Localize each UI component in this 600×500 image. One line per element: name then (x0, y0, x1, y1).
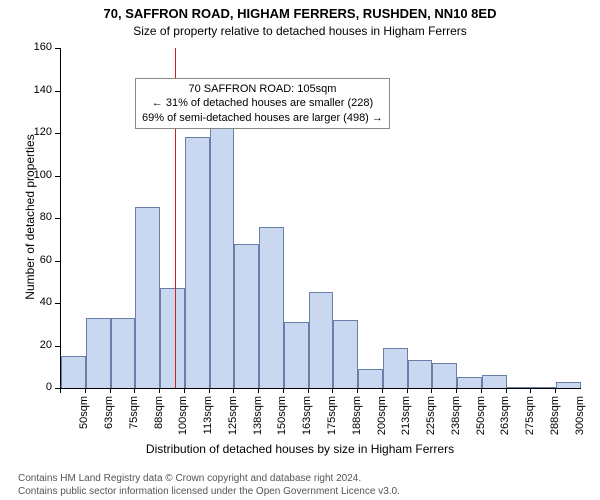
xtick-mark (60, 388, 61, 393)
xtick-label: 250sqm (475, 396, 487, 446)
ytick-mark (55, 346, 60, 347)
xtick-label: 88sqm (153, 396, 165, 446)
histogram-bar (457, 377, 482, 388)
ytick-mark (55, 91, 60, 92)
xtick-label: 113sqm (202, 396, 214, 446)
xtick-label: 50sqm (78, 396, 90, 446)
histogram-bar (507, 387, 532, 388)
copyright-line2: Contains public sector information licen… (18, 485, 400, 498)
xtick-mark (431, 388, 432, 393)
xtick-label: 63sqm (103, 396, 115, 446)
xtick-label: 150sqm (276, 396, 288, 446)
xtick-mark (110, 388, 111, 393)
xtick-label: 213sqm (400, 396, 412, 446)
xtick-mark (407, 388, 408, 393)
histogram-bar (210, 118, 235, 388)
histogram-bar (111, 318, 136, 388)
xtick-mark (332, 388, 333, 393)
histogram-bar (531, 387, 556, 388)
copyright-line1: Contains HM Land Registry data © Crown c… (18, 472, 400, 485)
histogram-bar (309, 292, 334, 388)
histogram-bar (259, 227, 284, 389)
ytick-mark (55, 133, 60, 134)
ytick-mark (55, 176, 60, 177)
xtick-mark (134, 388, 135, 393)
xtick-label: 138sqm (252, 396, 264, 446)
histogram-bar (383, 348, 408, 388)
histogram-bar (482, 375, 507, 388)
ytick-mark (55, 48, 60, 49)
xtick-mark (456, 388, 457, 393)
histogram-bar (160, 288, 185, 388)
xtick-mark (209, 388, 210, 393)
annotation-line: 70 SAFFRON ROAD: 105sqm (142, 82, 383, 96)
xtick-mark (555, 388, 556, 393)
ytick-mark (55, 218, 60, 219)
xtick-mark (258, 388, 259, 393)
xtick-label: 163sqm (301, 396, 313, 446)
xtick-mark (184, 388, 185, 393)
xtick-mark (506, 388, 507, 393)
xtick-mark (283, 388, 284, 393)
ytick-label: 20 (22, 339, 52, 351)
xtick-label: 200sqm (376, 396, 388, 446)
histogram-bar (135, 207, 160, 388)
ytick-label: 120 (22, 126, 52, 138)
histogram-chart: 70, SAFFRON ROAD, HIGHAM FERRERS, RUSHDE… (0, 0, 600, 500)
xtick-label: 275sqm (524, 396, 536, 446)
ytick-label: 40 (22, 296, 52, 308)
xtick-label: 263sqm (499, 396, 511, 446)
xtick-mark (481, 388, 482, 393)
chart-title: 70, SAFFRON ROAD, HIGHAM FERRERS, RUSHDE… (0, 6, 600, 21)
xtick-label: 288sqm (549, 396, 561, 446)
histogram-bar (432, 363, 457, 389)
histogram-bar (556, 382, 581, 388)
histogram-bar (185, 137, 210, 388)
xtick-mark (357, 388, 358, 393)
xtick-label: 75sqm (128, 396, 140, 446)
xtick-mark (530, 388, 531, 393)
histogram-bar (86, 318, 111, 388)
xtick-label: 175sqm (326, 396, 338, 446)
histogram-bar (408, 360, 433, 388)
ytick-label: 160 (22, 41, 52, 53)
xtick-label: 225sqm (425, 396, 437, 446)
histogram-bar (234, 244, 259, 389)
xtick-mark (159, 388, 160, 393)
ytick-mark (55, 303, 60, 304)
ytick-label: 100 (22, 169, 52, 181)
histogram-bar (284, 322, 309, 388)
copyright-text: Contains HM Land Registry data © Crown c… (18, 472, 400, 498)
xtick-mark (233, 388, 234, 393)
histogram-bar (333, 320, 358, 388)
histogram-bar (61, 356, 86, 388)
xtick-label: 125sqm (227, 396, 239, 446)
xtick-label: 238sqm (450, 396, 462, 446)
annotation-line: 69% of semi-detached houses are larger (… (142, 111, 383, 125)
annotation-box: 70 SAFFRON ROAD: 105sqm← 31% of detached… (135, 78, 390, 129)
xtick-mark (382, 388, 383, 393)
plot-area: 70 SAFFRON ROAD: 105sqm← 31% of detached… (60, 48, 581, 389)
xtick-mark (308, 388, 309, 393)
ytick-mark (55, 261, 60, 262)
xtick-label: 100sqm (177, 396, 189, 446)
xtick-mark (85, 388, 86, 393)
ytick-label: 0 (22, 381, 52, 393)
xtick-label: 300sqm (574, 396, 586, 446)
ytick-label: 60 (22, 254, 52, 266)
chart-subtitle: Size of property relative to detached ho… (0, 24, 600, 38)
histogram-bar (358, 369, 383, 388)
annotation-line: ← 31% of detached houses are smaller (22… (142, 96, 383, 110)
ytick-label: 140 (22, 84, 52, 96)
xtick-label: 188sqm (351, 396, 363, 446)
ytick-label: 80 (22, 211, 52, 223)
